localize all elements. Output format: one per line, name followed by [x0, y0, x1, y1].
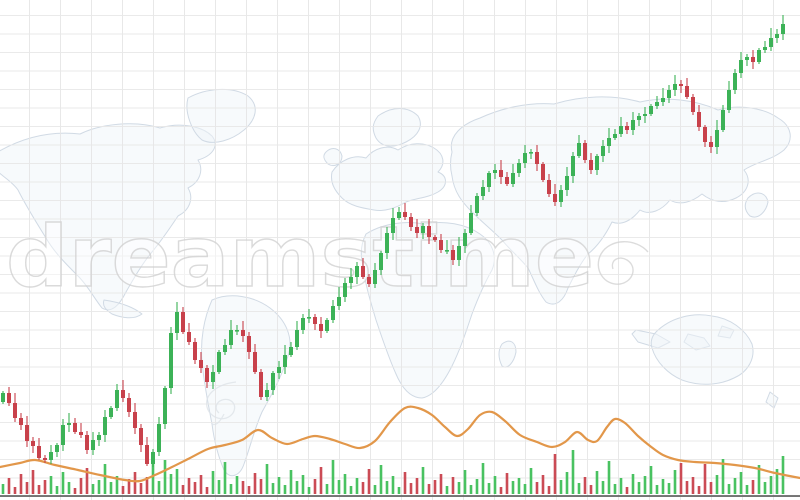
- watermark-flourish-icon: [205, 381, 237, 426]
- ma-line: [0, 405, 800, 483]
- candles: [1, 15, 785, 467]
- watermark-logo-swirl-icon: [597, 241, 649, 285]
- watermark-text: dreamstime: [6, 208, 594, 306]
